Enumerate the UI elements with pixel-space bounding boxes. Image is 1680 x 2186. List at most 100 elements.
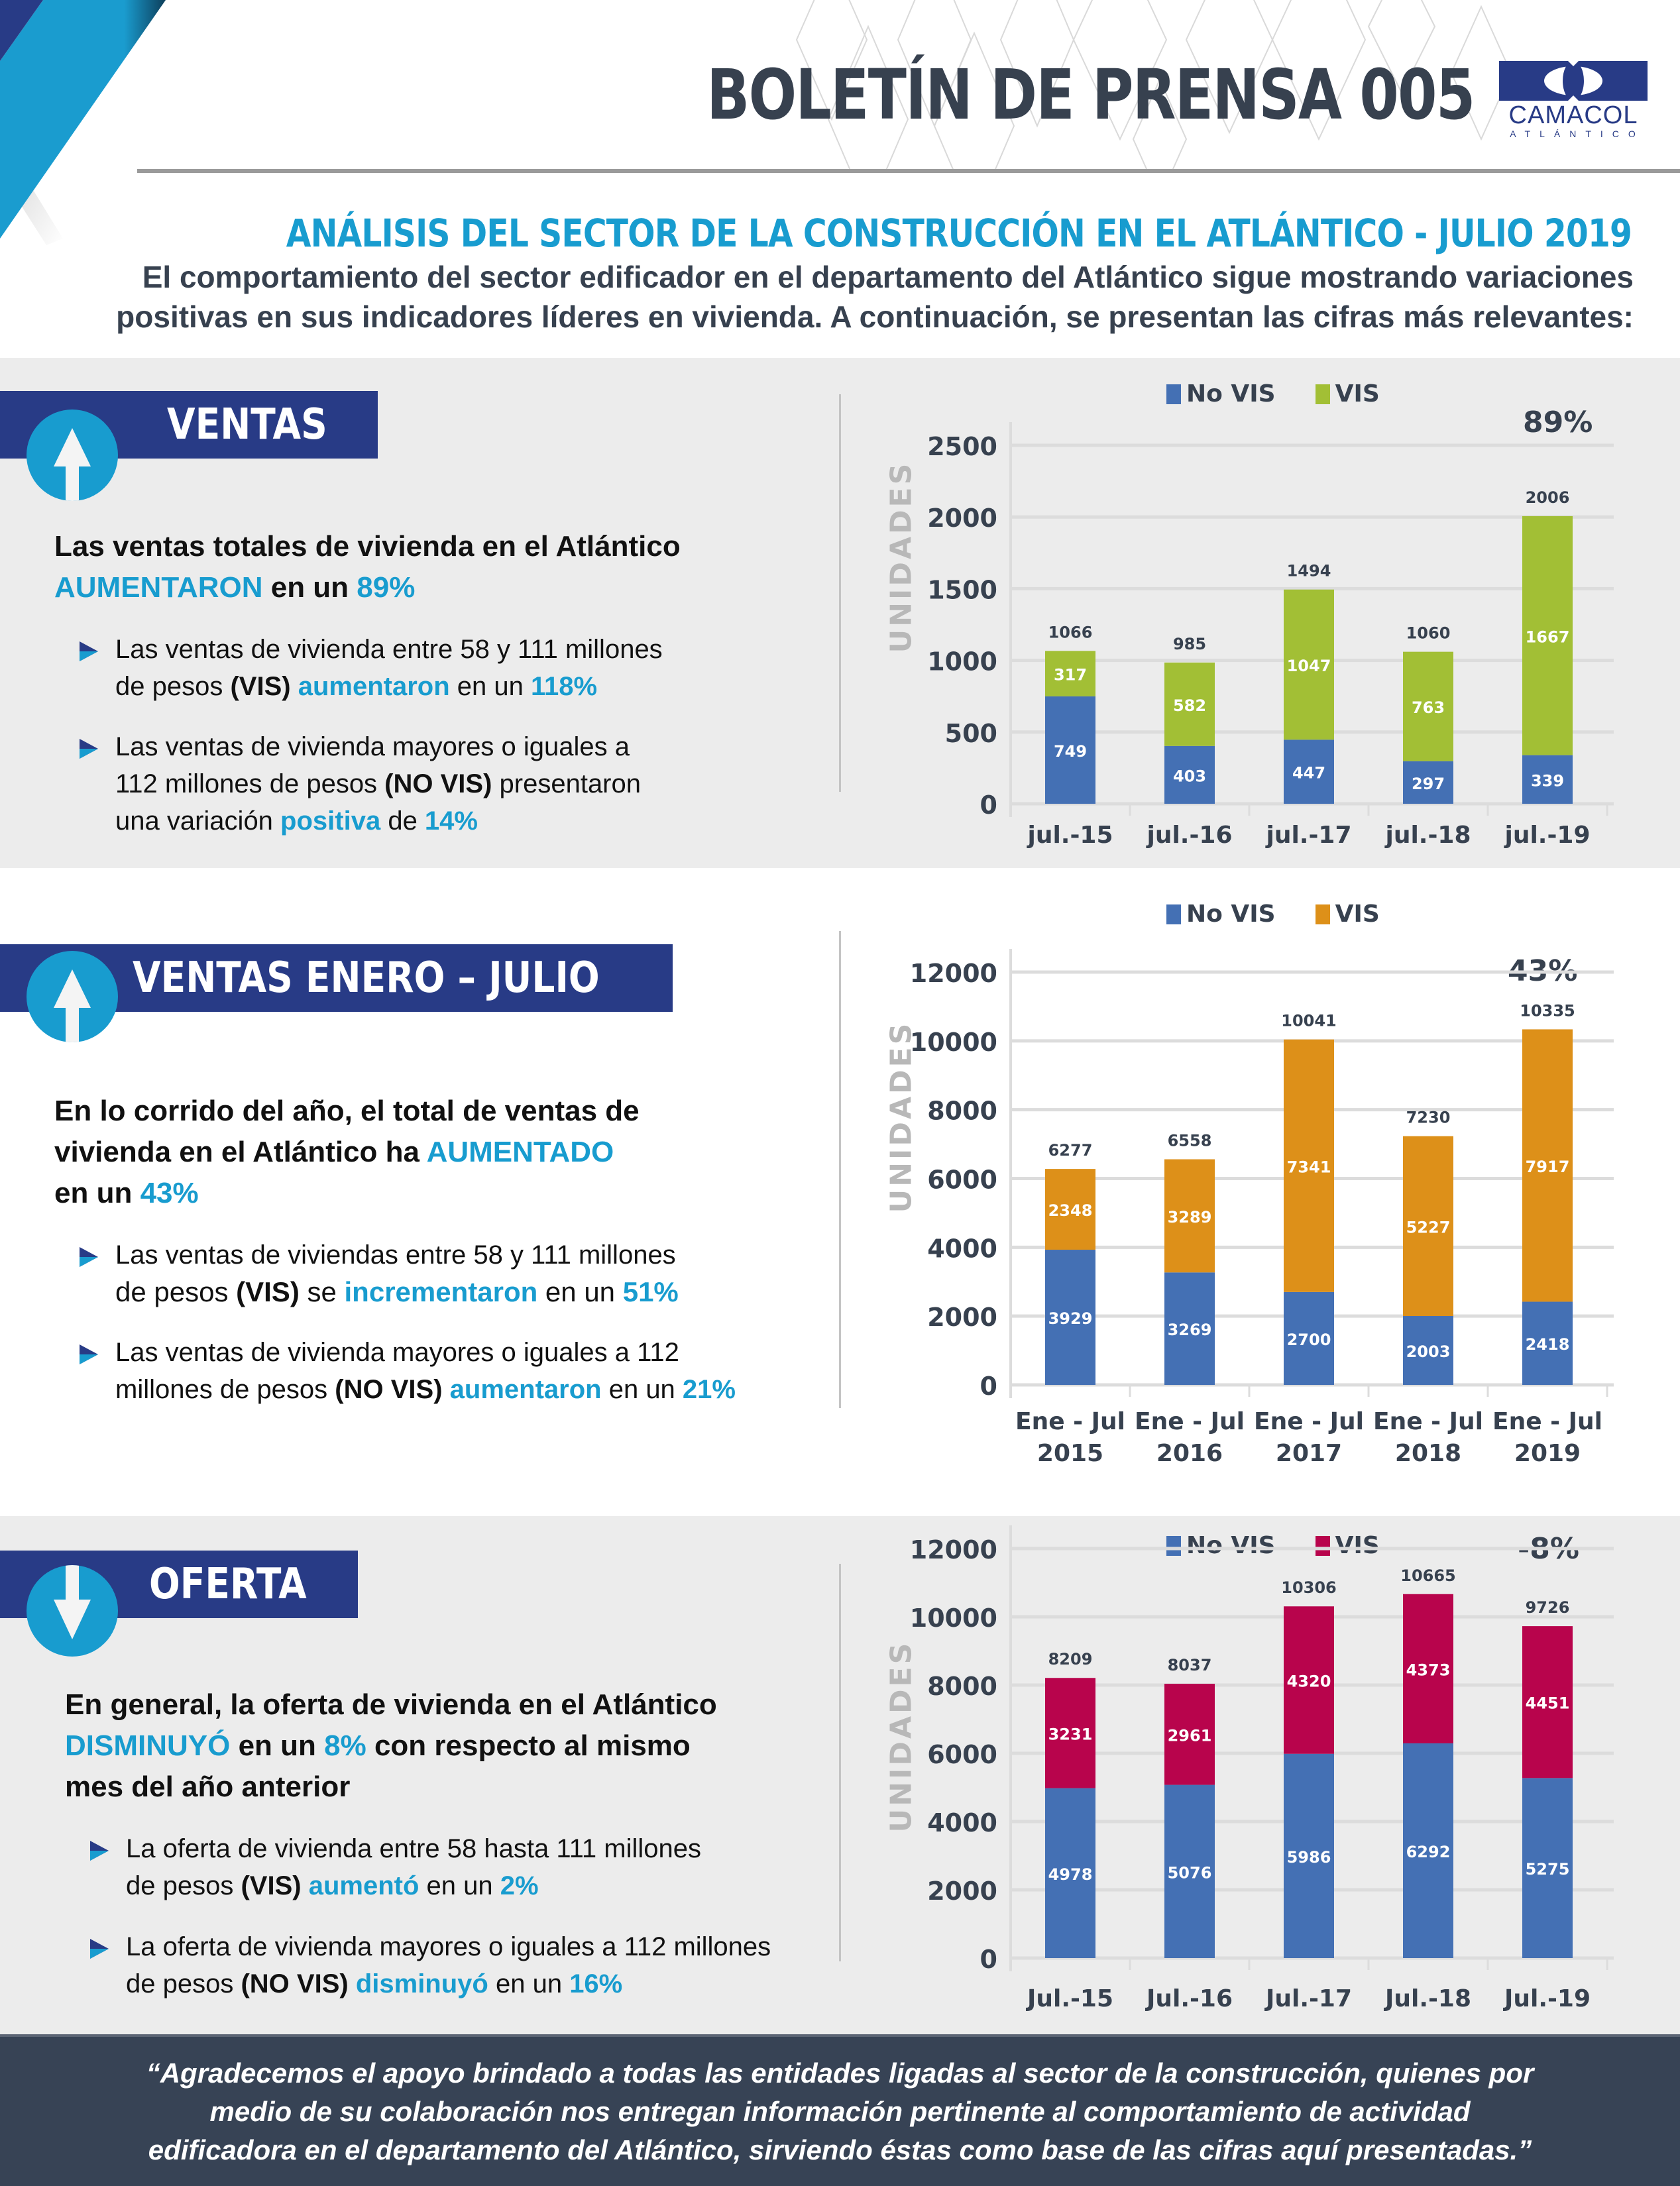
y-tick-label: 4000 bbox=[927, 1808, 997, 1837]
bar-value-label: 7341 bbox=[1287, 1158, 1331, 1176]
bullet-item: La oferta de vivienda entre 58 hasta 111… bbox=[87, 1830, 701, 1904]
x-tick-label: Jul.-17 bbox=[1264, 1985, 1352, 2012]
bar-total-label: 7230 bbox=[1406, 1109, 1451, 1127]
bar-value-label: 4451 bbox=[1526, 1694, 1570, 1713]
x-tick-label: 2019 bbox=[1514, 1440, 1581, 1467]
legend-item-vis: VIS bbox=[1315, 901, 1380, 928]
lead-percent: 89% bbox=[357, 571, 416, 604]
bar-value-label: 3289 bbox=[1168, 1208, 1212, 1227]
bullet-triangle-icon bbox=[80, 1344, 98, 1364]
bar-total-label: 8037 bbox=[1168, 1656, 1212, 1674]
bullet-triangle-icon bbox=[80, 1247, 98, 1267]
y-tick-label: 6000 bbox=[927, 1740, 997, 1769]
y-tick-label: 2000 bbox=[927, 1303, 997, 1332]
y-tick-label: 12000 bbox=[910, 1535, 997, 1564]
legend-swatch bbox=[1315, 904, 1330, 924]
bar-value-label: 447 bbox=[1292, 764, 1325, 783]
bullet-line: de pesos (VIS) aumentaron en un 118% bbox=[115, 672, 598, 701]
bar-value-label: 3929 bbox=[1048, 1309, 1093, 1328]
bullet-line: millones de pesos (NO VIS) aumentaron en… bbox=[115, 1375, 736, 1404]
x-tick-label: Ene - Jul bbox=[1015, 1408, 1125, 1435]
bar-total-label: 1494 bbox=[1287, 562, 1331, 580]
x-tick-label: jul.-17 bbox=[1264, 822, 1351, 849]
bar-total-label: 985 bbox=[1173, 635, 1206, 653]
bullet-line: La oferta de vivienda entre 58 hasta 111… bbox=[126, 1834, 701, 1863]
intro-paragraph: El comportamiento del sector edificador … bbox=[109, 257, 1634, 337]
bar-value-label: 297 bbox=[1412, 775, 1445, 793]
y-tick-label: 2000 bbox=[927, 1877, 997, 1906]
x-tick-label: Ene - Jul bbox=[1373, 1408, 1483, 1435]
y-tick-label: 10000 bbox=[910, 1028, 997, 1057]
bar-total-label: 6558 bbox=[1168, 1132, 1212, 1150]
chart-plot: 0 500 1000 1500 2000 2500 749 317 1066 jul.-15 403… bbox=[927, 422, 1614, 849]
intro-line: El comportamiento del sector edificador … bbox=[142, 260, 1634, 294]
chart-legend: No VIS VIS bbox=[1166, 380, 1420, 408]
legend-item-no-vis: No VIS bbox=[1166, 901, 1276, 928]
bar-total-label: 10306 bbox=[1281, 1578, 1337, 1597]
y-tick-label: 500 bbox=[945, 719, 997, 748]
lead-highlight: DISMINUYÓ bbox=[65, 1729, 231, 1762]
bar-value-label: 6292 bbox=[1406, 1843, 1451, 1861]
y-tick-label: 0 bbox=[980, 1945, 997, 1974]
bar-value-label: 4978 bbox=[1048, 1865, 1093, 1884]
bullet-line: Las ventas de vivienda mayores o iguales… bbox=[115, 1338, 679, 1367]
bar-segment-no-vis bbox=[1522, 1301, 1573, 1385]
bar-segment-no-vis bbox=[1045, 1250, 1095, 1385]
bar-total-label: 1066 bbox=[1048, 623, 1093, 641]
bullet-line: de pesos (NO VIS) disminuyó en un 16% bbox=[126, 1969, 623, 1998]
bar-segment-vis bbox=[1403, 1136, 1453, 1317]
bar-total-label: 9726 bbox=[1526, 1598, 1570, 1617]
bar-value-label: 2700 bbox=[1287, 1331, 1331, 1349]
bar-value-label: 1667 bbox=[1526, 628, 1570, 646]
lead-percent: 8% bbox=[324, 1729, 366, 1762]
lead-percent: 43% bbox=[140, 1177, 199, 1209]
section-oferta: OFERTA En general, la oferta de vivienda… bbox=[0, 1516, 1680, 2034]
bar-segment-no-vis bbox=[1284, 1291, 1334, 1385]
bar-segment-no-vis bbox=[1522, 1778, 1573, 1958]
x-tick-label: Jul.-18 bbox=[1383, 1985, 1471, 2012]
bar-segment-vis bbox=[1045, 651, 1095, 696]
bar-segment-no-vis bbox=[1164, 745, 1215, 804]
bullet-item: Las ventas de vivienda mayores o iguales… bbox=[77, 728, 641, 840]
bar-total-label: 2006 bbox=[1526, 488, 1570, 507]
bar-total-label: 10041 bbox=[1281, 1012, 1337, 1030]
camacol-logo-icon bbox=[1499, 61, 1648, 101]
header-divider bbox=[137, 169, 1680, 173]
bar-segment-no-vis bbox=[1403, 1316, 1453, 1385]
legend-item-vis: VIS bbox=[1315, 380, 1380, 408]
y-tick-label: 12000 bbox=[910, 959, 997, 988]
corner-stripe-decoration bbox=[0, 0, 166, 245]
bar-segment-no-vis bbox=[1522, 755, 1573, 804]
lead-line: mes del año anterior bbox=[65, 1771, 351, 1803]
bullet-item: Las ventas de vivienda entre 58 y 111 mi… bbox=[77, 631, 663, 705]
bar-total-label: 6277 bbox=[1048, 1141, 1093, 1160]
bar-value-label: 317 bbox=[1054, 666, 1087, 684]
bar-segment-vis bbox=[1522, 1029, 1573, 1302]
bar-value-label: 5986 bbox=[1287, 1848, 1331, 1867]
legend-item-no-vis: No VIS bbox=[1166, 1532, 1276, 1559]
section-lead-text: En lo corrido del año, el total de venta… bbox=[54, 1091, 640, 1214]
bar-total-label: 1060 bbox=[1406, 624, 1451, 643]
x-tick-label: Jul.-15 bbox=[1025, 1985, 1113, 2012]
bar-segment-vis bbox=[1284, 589, 1334, 740]
bar-value-label: 403 bbox=[1173, 767, 1206, 785]
bar-value-label: 5275 bbox=[1526, 1860, 1570, 1879]
legend-swatch bbox=[1315, 384, 1330, 404]
bar-segment-vis bbox=[1164, 662, 1215, 746]
x-tick-label: jul.-18 bbox=[1384, 822, 1471, 849]
legend-swatch bbox=[1166, 384, 1181, 404]
bullet-triangle-icon bbox=[80, 739, 98, 759]
x-tick-label: 2015 bbox=[1037, 1440, 1103, 1467]
legend-item-no-vis: No VIS bbox=[1166, 380, 1276, 408]
bar-segment-no-vis bbox=[1045, 696, 1095, 804]
bar-segment-no-vis bbox=[1045, 1788, 1095, 1958]
column-divider bbox=[839, 1564, 841, 1961]
bar-segment-no-vis bbox=[1403, 761, 1453, 804]
chart-annotation-percent: 89% bbox=[1523, 406, 1593, 439]
bar-value-label: 7917 bbox=[1526, 1158, 1570, 1176]
bar-value-label: 2961 bbox=[1168, 1726, 1212, 1745]
section-ventas-enero-julio: VENTAS ENERO – JULIO En lo corrido del a… bbox=[0, 868, 1680, 1516]
lead-highlight: AUMENTARON bbox=[54, 571, 263, 604]
logo-name: CAMACOL bbox=[1508, 101, 1638, 129]
bar-segment-vis bbox=[1045, 1169, 1095, 1250]
